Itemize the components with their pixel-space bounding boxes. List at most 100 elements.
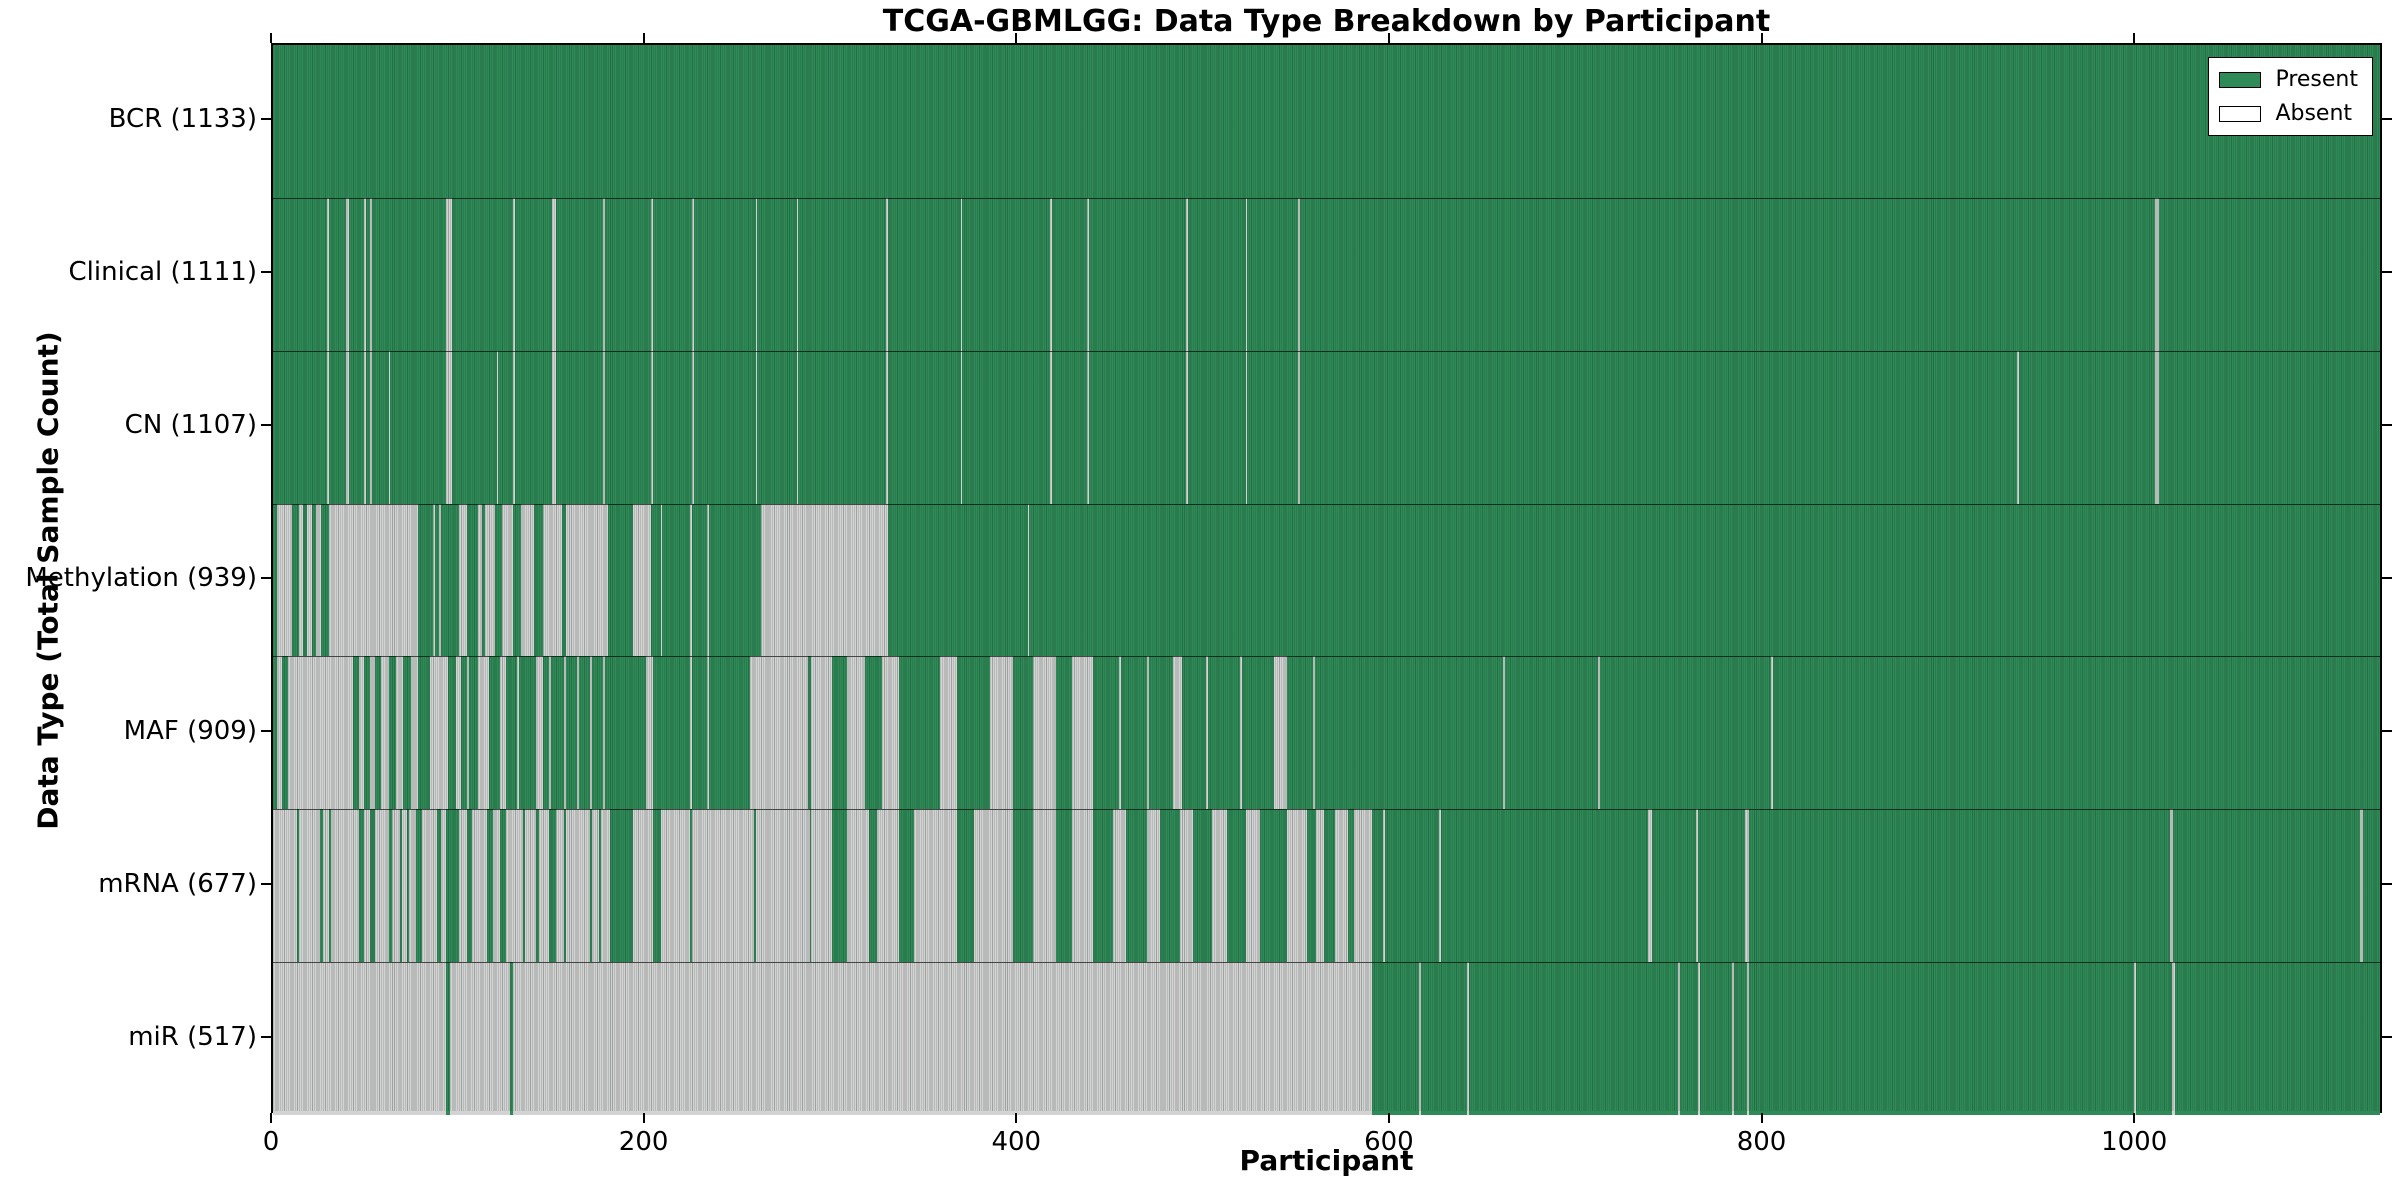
absent-segment <box>1087 350 1090 504</box>
y-tick <box>261 424 271 427</box>
absent-segment <box>990 656 1013 810</box>
absent-segment <box>846 809 870 963</box>
absent-segment <box>287 656 354 810</box>
absent-segment <box>1245 197 1248 351</box>
absent-segment <box>485 503 495 657</box>
absent-segment <box>477 656 490 810</box>
y-tick <box>261 729 271 732</box>
absent-segment <box>1273 656 1287 810</box>
absent-segment <box>1316 809 1324 963</box>
absent-segment <box>500 656 506 810</box>
absent-segment <box>1185 350 1188 504</box>
row-Clinical <box>273 197 2380 351</box>
y-tick-label: MAF (909) <box>123 715 257 746</box>
x-tick-label: 600 <box>1364 1127 1414 1157</box>
absent-segment <box>429 656 449 810</box>
y-tick <box>261 118 271 121</box>
absent-segment <box>364 350 367 504</box>
absent-segment <box>422 809 437 963</box>
absent-segment <box>1648 809 1652 963</box>
absent-segment <box>505 809 523 963</box>
absent-segment <box>960 350 963 504</box>
absent-segment <box>576 656 579 810</box>
absent-segment <box>846 656 866 810</box>
y-tick-right <box>2382 729 2392 732</box>
y-tick-right <box>2382 271 2392 274</box>
absent-segment <box>707 656 709 810</box>
absent-segment <box>345 350 350 504</box>
row-Methylation <box>273 503 2380 657</box>
absent-segment <box>401 809 408 963</box>
absent-segment <box>973 809 1013 963</box>
absent-segment <box>1744 809 1749 963</box>
x-tick-top <box>1387 33 1390 43</box>
absent-segment <box>392 809 400 963</box>
absent-segment <box>1597 656 1600 810</box>
absent-segment <box>565 503 609 657</box>
absent-segment <box>459 503 467 657</box>
absent-segment <box>761 503 888 657</box>
absent-segment <box>600 809 611 963</box>
absent-segment <box>1049 197 1052 351</box>
absent-segment <box>591 809 600 963</box>
absent-segment <box>1502 656 1505 810</box>
y-tick-right <box>2382 577 2392 579</box>
absent-swatch <box>2219 105 2262 122</box>
absent-segment <box>472 809 488 963</box>
absent-segment <box>323 809 329 963</box>
absent-segment <box>749 656 808 810</box>
absent-segment <box>1146 656 1149 810</box>
absent-segment <box>388 350 391 504</box>
legend-entry-present: Present <box>2219 67 2358 92</box>
absent-segment <box>496 350 499 504</box>
absent-segment <box>2359 809 2364 963</box>
x-tick <box>1760 1113 1763 1123</box>
absent-segment <box>589 656 592 810</box>
absent-segment <box>446 350 452 504</box>
absent-segment <box>1245 350 1248 504</box>
absent-segment <box>2134 962 2137 1115</box>
y-tick-label: Clinical (1111) <box>68 257 257 288</box>
absent-segment <box>1312 656 1315 810</box>
y-tick <box>261 1035 271 1038</box>
absent-segment <box>602 656 605 810</box>
absent-segment <box>882 656 900 810</box>
absent-segment <box>565 809 590 963</box>
absent-segment <box>330 809 359 963</box>
y-tick-label: mRNA (677) <box>98 868 257 899</box>
absent-segment <box>913 809 957 963</box>
absent-segment <box>1239 656 1242 810</box>
absent-segment <box>1696 809 1699 963</box>
y-tick-right <box>2382 118 2392 121</box>
absent-segment <box>960 197 963 351</box>
legend-label-present: Present <box>2275 67 2358 92</box>
absent-segment <box>513 197 516 351</box>
absent-segment <box>2171 962 2176 1115</box>
absent-segment <box>645 656 654 810</box>
row-divider <box>273 197 2380 199</box>
x-tick-top <box>1760 33 1763 43</box>
absent-segment <box>632 809 654 963</box>
absent-segment <box>755 809 810 963</box>
x-tick-label: 800 <box>1736 1127 1787 1157</box>
absent-segment <box>1033 656 1056 810</box>
absent-segment <box>602 350 605 504</box>
row-BCR <box>273 45 2380 198</box>
row-MAF <box>273 656 2380 810</box>
x-tick <box>270 1113 272 1123</box>
absent-segment <box>440 809 447 963</box>
absent-segment <box>433 503 436 657</box>
absent-segment <box>1698 962 1701 1115</box>
absent-segment <box>299 809 320 963</box>
absent-segment <box>369 350 372 504</box>
absent-segment <box>520 503 534 657</box>
absent-segment <box>552 350 557 504</box>
row-divider <box>273 503 2380 505</box>
absent-segment <box>327 350 329 504</box>
absent-segment <box>2154 197 2159 351</box>
absent-segment <box>1072 809 1093 963</box>
absent-segment <box>755 350 758 504</box>
absent-segment <box>2016 350 2019 504</box>
absent-segment <box>885 197 888 351</box>
